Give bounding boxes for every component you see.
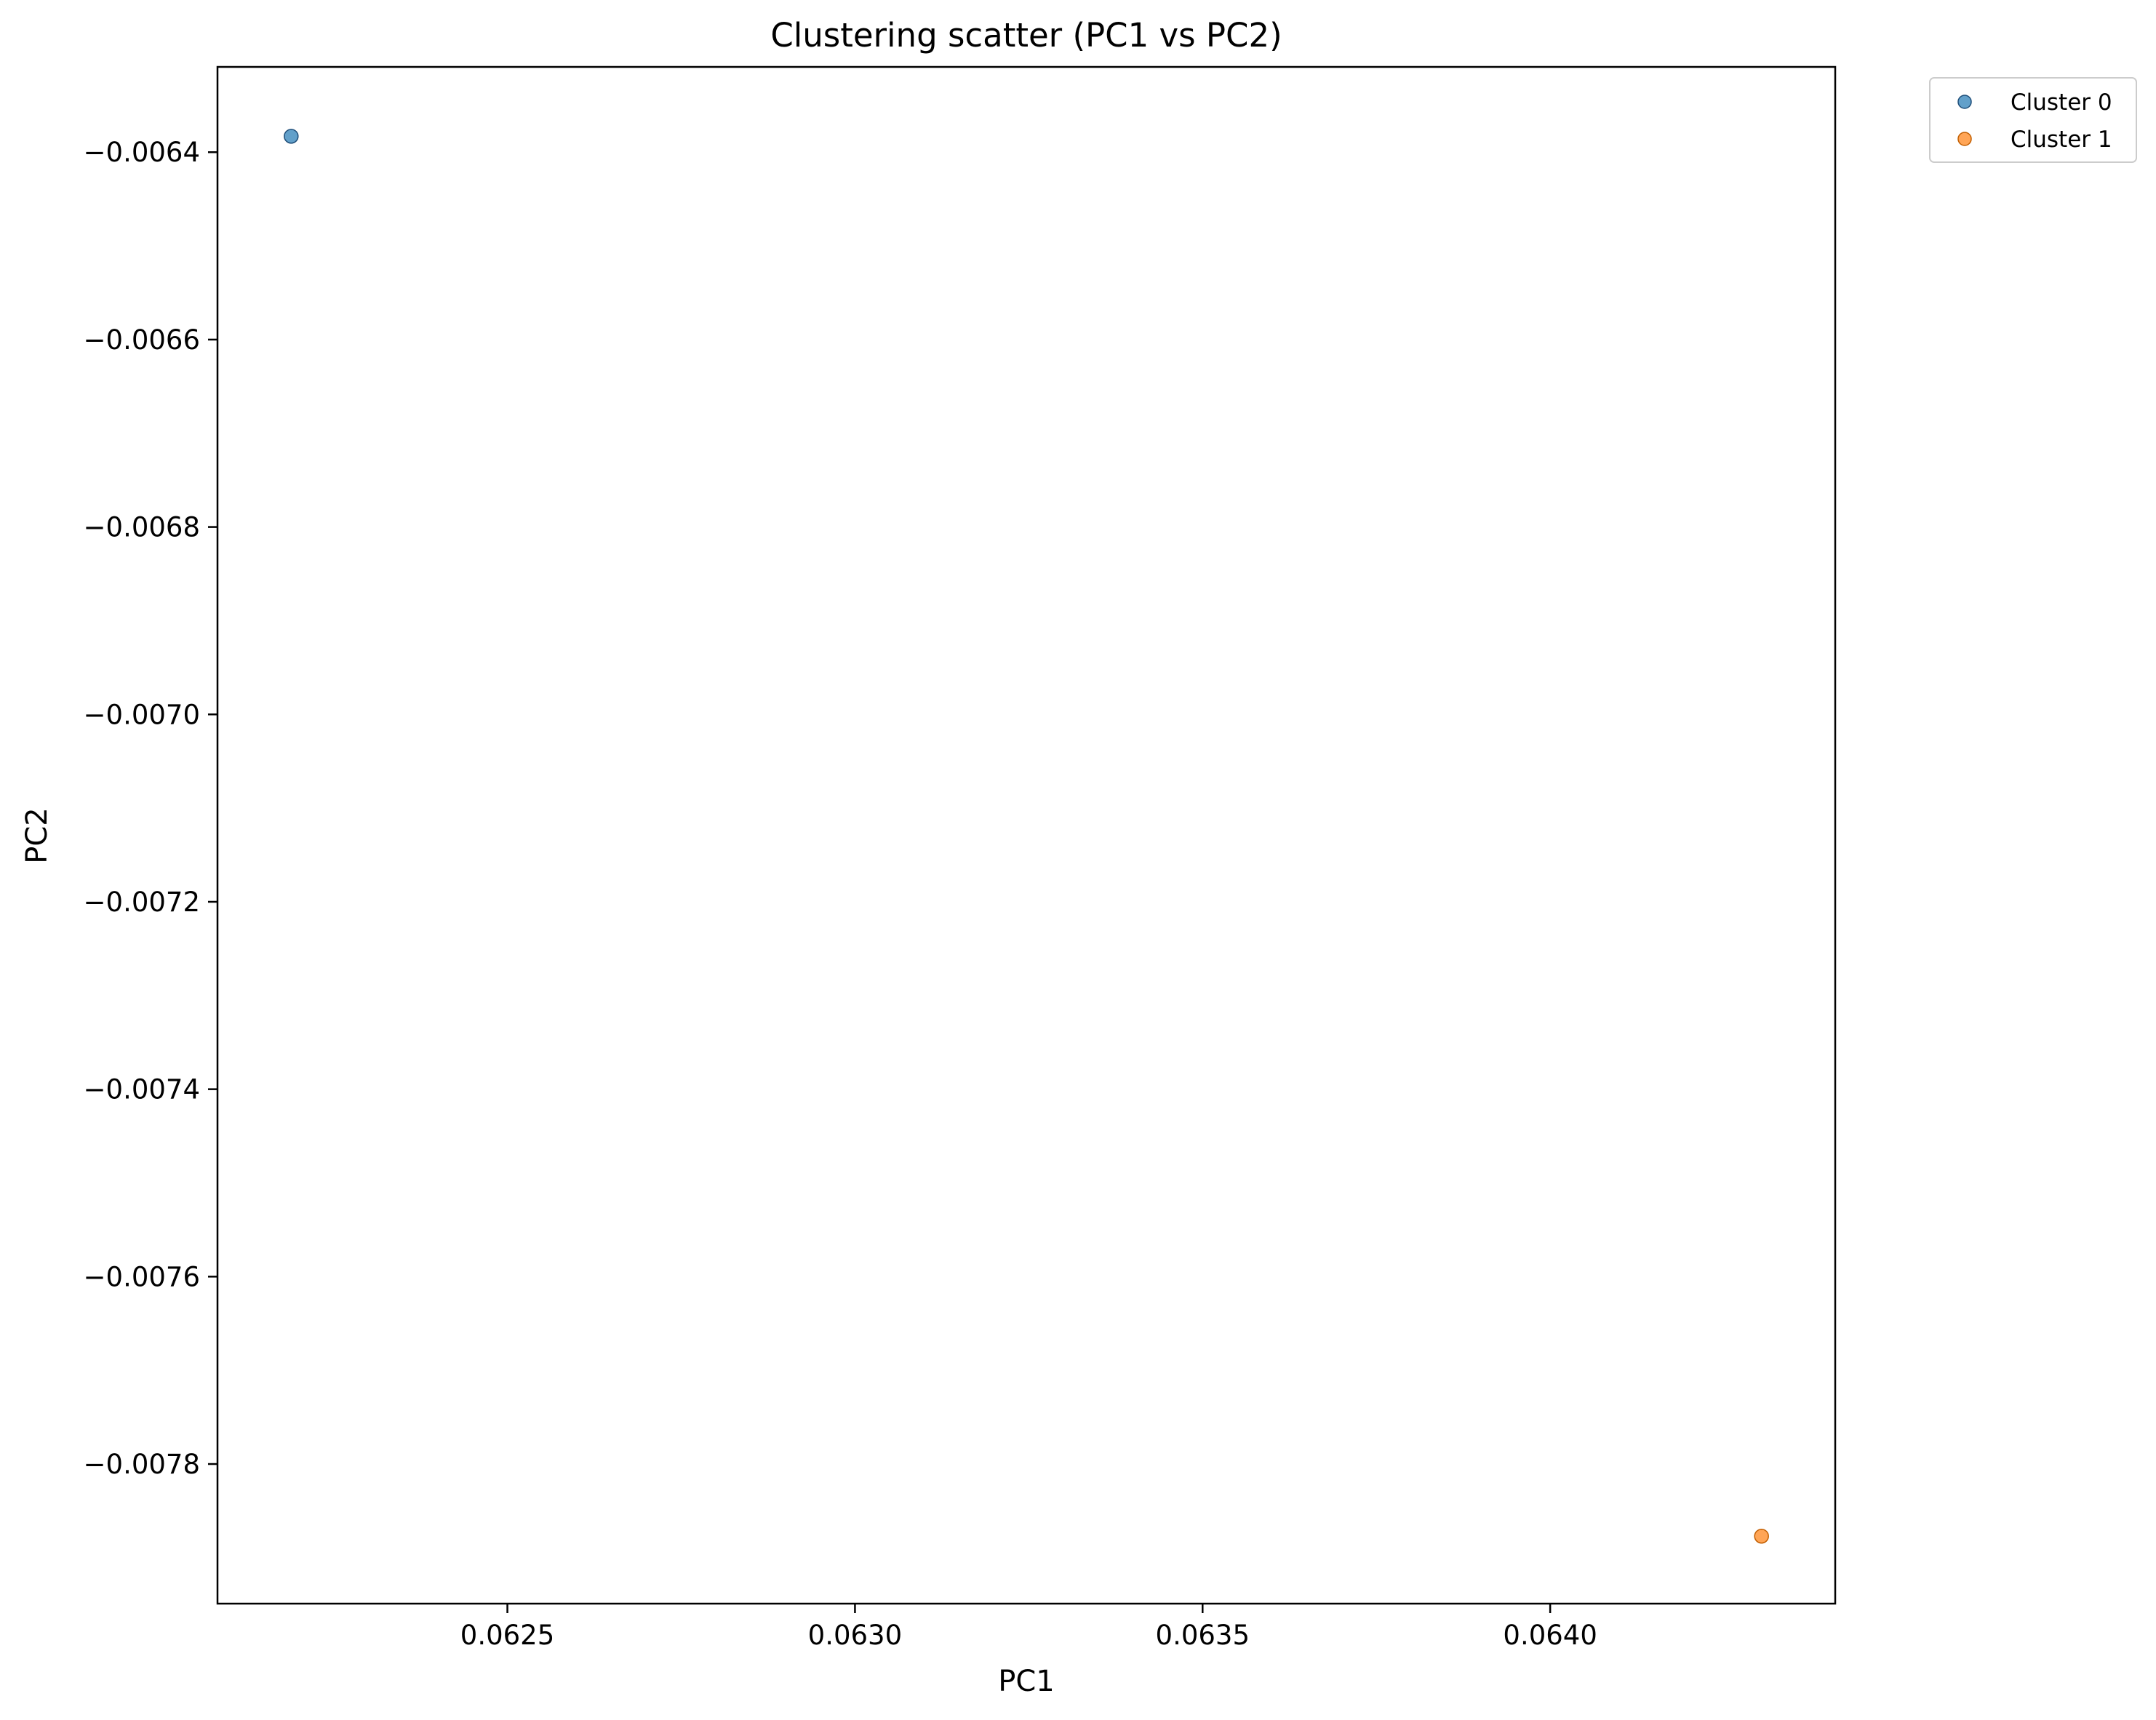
- x-tick-label: 0.0630: [808, 1620, 902, 1651]
- legend-marker-cluster-0: [1957, 95, 1972, 109]
- y-axis: −0.0064 −0.0066 −0.0068 −0.0070 −0.0072 −0.00…: [84, 137, 217, 1480]
- x-axis: 0.0625 0.0630 0.0635 0.0640: [460, 1604, 1597, 1651]
- legend-label-cluster-0: Cluster 0: [2011, 89, 2112, 116]
- legend-label-cluster-1: Cluster 1: [2011, 127, 2112, 153]
- y-axis-title: PC2: [20, 807, 54, 864]
- legend-frame: [1929, 77, 2137, 163]
- x-tick-label: 0.0635: [1156, 1620, 1250, 1651]
- y-tick-label: −0.0078: [84, 1449, 200, 1480]
- x-tick-label: 0.0640: [1503, 1620, 1597, 1651]
- y-tick-label: −0.0068: [84, 512, 200, 543]
- y-tick-label: −0.0064: [84, 137, 200, 168]
- chart-title: Clustering scatter (PC1 vs PC2): [770, 16, 1282, 55]
- data-point-cluster-1: [1754, 1528, 1769, 1544]
- legend: Cluster 0 Cluster 1: [1929, 77, 2137, 163]
- plot-area-frame: [216, 65, 1837, 1605]
- x-tick-label: 0.0625: [460, 1620, 554, 1651]
- y-tick-label: −0.0072: [84, 887, 200, 918]
- legend-marker-cluster-1: [1957, 132, 1972, 146]
- points-layer: [284, 129, 1769, 1544]
- x-axis-title: PC1: [998, 1665, 1055, 1698]
- y-tick-label: −0.0074: [84, 1074, 200, 1105]
- data-point-cluster-0: [284, 129, 299, 144]
- y-tick-label: −0.0076: [84, 1261, 200, 1292]
- y-tick-label: −0.0070: [84, 699, 200, 730]
- y-tick-label: −0.0066: [84, 324, 200, 356]
